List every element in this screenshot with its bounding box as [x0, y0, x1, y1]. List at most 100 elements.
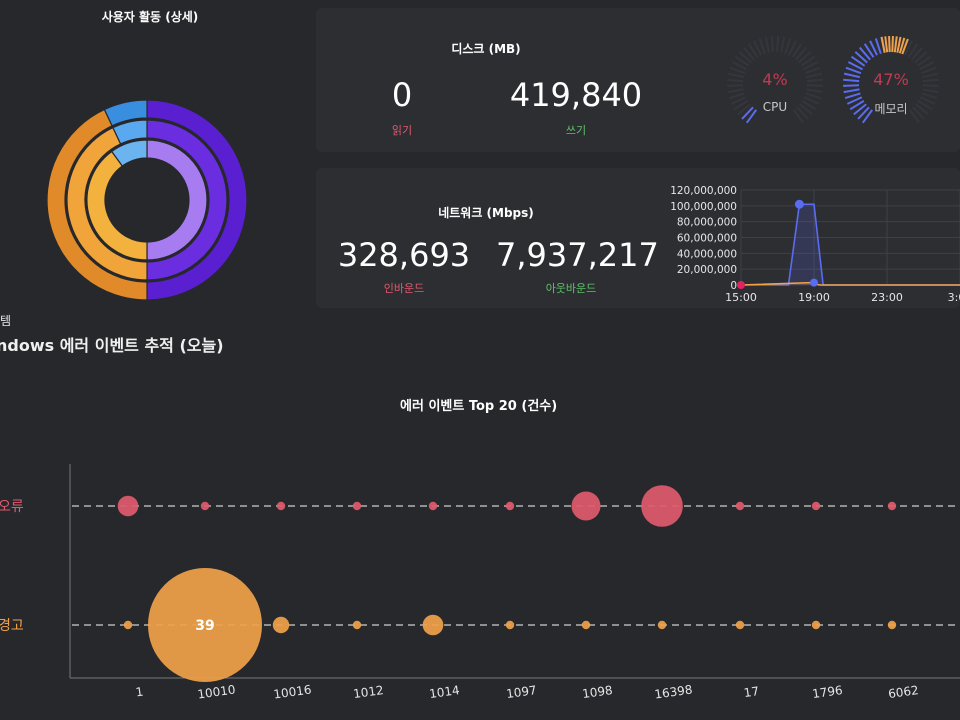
bubble-marks: [117, 485, 897, 682]
cpu-gauge-ticks-tick-9: [727, 72, 744, 79]
mem-gauge-ticks-tick-37: [915, 103, 929, 116]
mem-gauge-ticks-tick-27: [916, 55, 932, 67]
cpu-gauge-ticks-tick-6: [727, 88, 744, 94]
line-ytick-6: 120,000,000: [670, 185, 737, 197]
memory-label: 메모리: [874, 102, 908, 116]
cpu-gauge: [726, 36, 824, 124]
bubble-0-10: [887, 501, 897, 511]
mem-gauge-ticks-tick-34: [921, 92, 938, 100]
cpu-gauge-ticks-tick-36: [801, 100, 817, 111]
mem-gauge-ticks-tick-36: [917, 100, 933, 111]
bubble-1-0: [123, 620, 133, 630]
line-xtick-3: 3:00: [948, 291, 960, 304]
mem-gauge-ticks-tick-26: [914, 51, 928, 64]
memory-gauge-accent-tick-7: [901, 38, 909, 55]
bubble-xtick-7: 16398: [654, 682, 694, 701]
disk-write-label: 쓰기: [565, 124, 587, 137]
bubble-1-10: [887, 620, 897, 630]
cpu-gauge-ticks-tick-25: [795, 46, 808, 61]
line-ytick-2: 40,000,000: [677, 248, 737, 260]
line-area-0: [741, 204, 960, 285]
disk-panel: 디스크 (MB) 0 읽기 419,840 쓰기 4% CPU 47% 메모리: [316, 8, 960, 152]
bubble-xtick-2: 10016: [273, 682, 313, 701]
mem-gauge-ticks-tick-3: [849, 100, 865, 111]
network-line-chart: 0 20,000,000 40,000,000 60,000,000 80,000,00…: [670, 185, 960, 304]
bubble-0-8: [735, 501, 745, 511]
line-ytick-0: 0: [730, 280, 737, 292]
bubble-1-8: [735, 620, 745, 630]
donut-inner-slice-2: [110, 139, 148, 167]
bubble-0-1: [200, 501, 210, 511]
mem-gauge-ticks-tick-29: [920, 66, 937, 75]
bubble-0-6: [571, 491, 601, 521]
cpu-gauge-ticks-tick-29: [804, 66, 821, 75]
bubble-0-5: [505, 501, 515, 511]
line-xtick-1: 19:00: [798, 291, 830, 304]
cpu-gauge-ticks-tick-31: [806, 78, 823, 83]
memory-gauge-accent-tick-0: [880, 36, 886, 53]
cpu-gauge-ticks-tick-30: [806, 72, 823, 79]
cpu-gauge-ticks-tick-16: [753, 40, 762, 56]
mem-gauge-ticks-tick-15: [863, 43, 875, 58]
cpu-gauge-ticks-tick-37: [799, 103, 813, 116]
cpu-gauge-ticks-tick-20: [776, 36, 780, 53]
mem-gauge-ticks-tick-30: [922, 72, 939, 79]
bubble-xtick-8: 17: [743, 684, 760, 700]
cpu-gauge-ticks-tick-0: [745, 109, 757, 124]
mem-gauge-ticks-tick-1: [857, 106, 870, 120]
cpu-gauge-ticks-tick-14: [742, 46, 755, 61]
cpu-gauge-ticks-tick-32: [806, 84, 824, 87]
mem-gauge-ticks-tick-0: [861, 109, 873, 124]
bubble-xtick-9: 1796: [811, 683, 843, 701]
bubble-0-4: [428, 501, 438, 511]
memory-gauge-accent-tick-5: [896, 36, 902, 53]
cpu-gauge-ticks-tick-24: [791, 43, 803, 58]
mem-gauge-ticks-tick-10: [845, 66, 862, 75]
disk-title: 디스크 (MB): [451, 42, 521, 56]
mem-gauge-ticks-tick-11: [847, 61, 864, 71]
line-series-0: [741, 203, 960, 286]
mem-gauge-ticks-tick-35: [919, 96, 936, 105]
bubble-1-1: [148, 568, 262, 682]
cpu-label: CPU: [762, 100, 788, 114]
cpu-gauge-ticks-tick-26: [798, 51, 812, 64]
mem-gauge-ticks-tick-13: [854, 51, 868, 64]
section-title: ndows 에러 이벤트 추적 (오늘): [0, 336, 224, 355]
cpu-gauge-ticks-tick-5: [728, 92, 745, 100]
bubble-1-5: [505, 620, 515, 630]
memory-gauge-accent-tick-3: [891, 35, 894, 53]
activity-title: 사용자 활동 (상세): [101, 10, 199, 24]
network-out-label: 아웃바운드: [545, 282, 597, 295]
memory-gauge: [842, 35, 940, 124]
donut-middle-slice-2: [112, 119, 148, 145]
mem-gauge-ticks-tick-14: [858, 46, 871, 61]
cpu-gauge-ticks-tick-18: [764, 36, 770, 53]
line-ytick-4: 80,000,000: [677, 217, 737, 229]
line-xtick-2: 23:00: [871, 291, 903, 304]
cpu-gauge-ticks-tick-38: [796, 106, 809, 120]
mem-gauge-ticks-tick-8: [843, 78, 860, 83]
mem-gauge-ticks-tick-25: [911, 46, 924, 61]
bubble-xtick-5: 1097: [505, 683, 537, 701]
cpu-gauge-ticks-tick-2: [737, 103, 751, 116]
mem-gauge-ticks-tick-12: [850, 55, 866, 67]
disk-write-value: 419,840: [509, 76, 643, 114]
mem-gauge-ticks-tick-38: [912, 106, 925, 120]
mem-gauge-ticks-tick-2: [853, 103, 867, 116]
mem-gauge-ticks-tick-39: [909, 109, 921, 124]
disk-read-value: 0: [391, 76, 413, 114]
mem-gauge-ticks-tick-9: [843, 72, 860, 79]
network-in-label: 인바운드: [383, 282, 425, 295]
cpu-gauge-ticks-tick-15: [747, 43, 759, 58]
memory-gauge-accent-tick-2: [888, 35, 891, 53]
bubble-row-label-0: 오류: [0, 499, 24, 515]
network-out-value: 7,937,217: [496, 236, 659, 274]
cpu-gauge-ticks-tick-7: [726, 84, 744, 87]
mem-gauge-ticks-tick-5: [844, 92, 861, 100]
line-ytick-1: 20,000,000: [677, 264, 737, 276]
donut-outer-slice-2: [103, 99, 148, 127]
memory-gauge-accent-tick-4: [893, 36, 898, 53]
network-title: 네트워크 (Mbps): [438, 206, 534, 220]
bubble-value-label: 39: [195, 618, 214, 634]
